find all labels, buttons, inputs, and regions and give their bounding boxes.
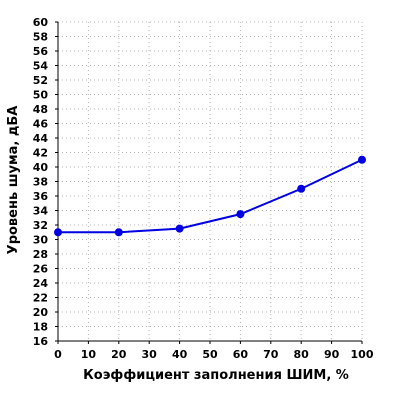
x-tick-label: 60 — [233, 348, 249, 361]
series-layer — [54, 155, 366, 237]
x-tick-label: 0 — [54, 348, 62, 361]
y-tick-label: 22 — [33, 292, 48, 305]
y-tick-label: 36 — [33, 190, 49, 203]
data-point — [175, 224, 184, 233]
y-tick-label: 32 — [33, 219, 48, 232]
y-tick-label: 18 — [33, 321, 48, 334]
y-axis-title: Уровень шума, дБА — [6, 106, 21, 255]
x-tick-label: 90 — [324, 348, 340, 361]
data-point — [297, 184, 306, 193]
x-tick-label: 70 — [263, 348, 279, 361]
y-tick-label: 60 — [33, 16, 49, 29]
x-tick-label: 30 — [142, 348, 158, 361]
y-tick-label: 34 — [33, 205, 49, 218]
series-line — [58, 158, 363, 234]
y-tick-label: 30 — [33, 234, 49, 247]
y-tick-label: 54 — [33, 60, 49, 73]
y-tick-label: 46 — [33, 118, 49, 131]
data-point — [114, 228, 123, 237]
y-tick-label: 44 — [33, 132, 49, 145]
y-tick-label: 42 — [33, 147, 48, 160]
tick-labels: 1618202224262830323436384042444648505254… — [33, 16, 374, 361]
x-tick-label: 20 — [111, 348, 127, 361]
y-tick-label: 48 — [33, 103, 48, 116]
y-tick-label: 56 — [33, 45, 49, 58]
axes — [55, 21, 363, 344]
data-point — [54, 228, 62, 237]
grid — [57, 21, 363, 342]
y-tick-label: 28 — [33, 248, 48, 261]
x-tick-label: 10 — [81, 348, 97, 361]
y-tick-label: 24 — [33, 277, 49, 290]
y-tick-label: 38 — [33, 176, 48, 189]
y-tick-label: 40 — [33, 161, 49, 174]
data-point — [236, 210, 245, 219]
x-tick-label: 80 — [294, 348, 310, 361]
x-axis-title: Коэффициент заполнения ШИМ, % — [83, 368, 349, 383]
x-tick-label: 100 — [351, 348, 374, 361]
x-tick-label: 40 — [172, 348, 188, 361]
y-tick-label: 58 — [33, 31, 48, 44]
x-tick-label: 50 — [202, 348, 218, 361]
y-tick-label: 50 — [33, 89, 49, 102]
y-tick-label: 52 — [33, 74, 48, 87]
y-tick-label: 16 — [33, 335, 49, 348]
y-tick-label: 20 — [33, 306, 49, 319]
y-tick-label: 26 — [33, 263, 49, 276]
data-point — [358, 155, 366, 164]
